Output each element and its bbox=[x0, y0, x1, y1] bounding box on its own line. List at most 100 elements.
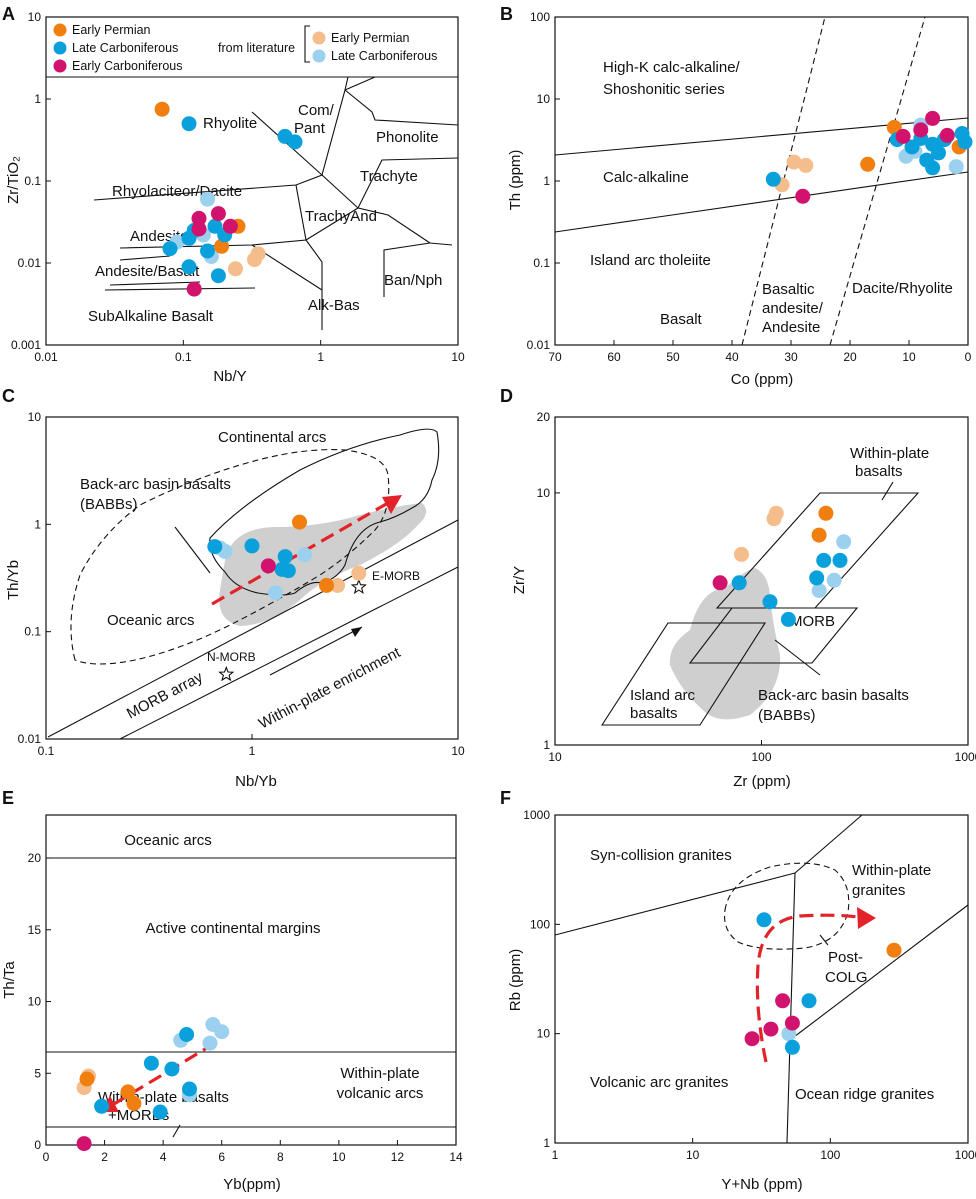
panel-d: D Within-plate basalts MORB Island arc b… bbox=[500, 386, 969, 790]
panel-c-letter: C bbox=[2, 386, 15, 406]
x-axis-label: Nb/Y bbox=[213, 368, 246, 385]
region-label: basalts bbox=[855, 463, 903, 480]
legend-lit-early-permian-marker bbox=[312, 31, 326, 45]
data-point-panel-b bbox=[860, 156, 876, 172]
panel-f-frame bbox=[554, 814, 969, 1144]
data-point-panel-b bbox=[765, 171, 781, 187]
data-point-panel-a bbox=[207, 218, 223, 234]
y-tick-label: 0.1 bbox=[24, 625, 41, 639]
data-point-panel-b bbox=[925, 160, 941, 176]
x-tick-label: 0 bbox=[43, 1150, 50, 1164]
y-tick-label: 1 bbox=[543, 1136, 550, 1150]
data-point-panel-f bbox=[801, 993, 817, 1009]
data-point-panel-b bbox=[948, 159, 964, 175]
x-tick-label: 10 bbox=[548, 750, 562, 764]
data-point-panel-e bbox=[143, 1055, 159, 1071]
region-label: (BABBs) bbox=[80, 496, 138, 513]
y-tick-label: 1000 bbox=[523, 808, 550, 822]
data-point-panel-e bbox=[214, 1024, 230, 1040]
data-point-panel-a bbox=[181, 259, 197, 275]
region-label: Dacite/Rhyolite bbox=[852, 280, 953, 297]
region-label: andesite/ bbox=[762, 300, 824, 317]
x-tick-label: 1 bbox=[552, 1148, 559, 1162]
data-point-panel-d bbox=[762, 594, 778, 610]
data-point-panel-a bbox=[186, 281, 202, 297]
y-tick-label: 10 bbox=[28, 995, 42, 1009]
data-point-panel-c bbox=[330, 577, 345, 593]
region-label: High-K calc-alkaline/ bbox=[603, 59, 741, 76]
region-label: Island arc bbox=[630, 687, 696, 704]
data-point-panel-a bbox=[162, 241, 178, 257]
y-axis-label: Zr/Y bbox=[511, 566, 528, 594]
data-points bbox=[76, 101, 973, 1152]
region-label: SubAlkaline Basalt bbox=[88, 308, 214, 325]
region-label: Post- bbox=[828, 949, 863, 966]
region-label: Back-arc basin basalts bbox=[758, 687, 909, 704]
x-tick-label: 10 bbox=[686, 1148, 700, 1162]
region-label: Active continental margins bbox=[145, 920, 320, 937]
data-point-panel-e bbox=[152, 1104, 168, 1120]
region-label: Within-plate bbox=[340, 1065, 419, 1082]
data-point-panel-c bbox=[351, 565, 367, 581]
panel-d-letter: D bbox=[500, 386, 513, 406]
x-tick-label: 0.1 bbox=[38, 744, 55, 758]
data-point-panel-b bbox=[913, 122, 929, 138]
data-point-panel-a bbox=[191, 210, 207, 226]
x-tick-label: 0 bbox=[965, 350, 972, 364]
data-point-panel-e bbox=[202, 1035, 218, 1051]
panel-e-letter: E bbox=[2, 788, 14, 808]
region-label: Back-arc basin basalts bbox=[80, 476, 231, 493]
y-tick-label: 20 bbox=[28, 851, 42, 865]
region-label: Within-plate enrichment bbox=[256, 644, 404, 733]
x-tick-label: 0.01 bbox=[34, 350, 58, 364]
region-label: granites bbox=[852, 882, 905, 899]
data-point-panel-d bbox=[818, 505, 834, 521]
region-label: (BABBs) bbox=[758, 707, 816, 724]
y-tick-label: 10 bbox=[537, 486, 551, 500]
x-tick-label: 2 bbox=[101, 1150, 108, 1164]
panel-c: C Continental arcs Back-arc basin basalt… bbox=[2, 386, 459, 790]
data-point-panel-e bbox=[120, 1084, 136, 1100]
y-axis-label: Th (ppm) bbox=[507, 150, 524, 211]
region-label: Rhyolaciteor/Dacite bbox=[112, 183, 242, 200]
panel-a-letter: A bbox=[2, 4, 15, 24]
x-tick-label: 14 bbox=[449, 1150, 463, 1164]
y-tick-label: 10 bbox=[28, 10, 42, 24]
y-tick-label: 100 bbox=[530, 917, 550, 931]
reference-star-n-morb bbox=[218, 665, 235, 682]
legend-early-permian-marker bbox=[53, 23, 67, 37]
data-point-panel-e bbox=[182, 1081, 197, 1097]
data-point-panel-f bbox=[744, 1031, 760, 1047]
data-point-panel-b bbox=[957, 134, 973, 150]
region-label: Oceanic arcs bbox=[107, 612, 195, 629]
y-tick-label: 0.01 bbox=[527, 338, 551, 352]
region-label: Com/ bbox=[298, 102, 335, 119]
region-label: Andesite bbox=[762, 319, 820, 336]
region-label: Phonolite bbox=[376, 129, 439, 146]
x-axis-label: Y+Nb (ppm) bbox=[721, 1176, 802, 1193]
region-label: Ocean ridge granites bbox=[795, 1086, 934, 1103]
evolution-arrow bbox=[755, 913, 859, 1063]
y-axis-label: Th/Ta bbox=[1, 961, 18, 999]
data-point-panel-f bbox=[886, 942, 902, 958]
data-point-panel-d bbox=[836, 534, 852, 550]
region-label: Ban/Nph bbox=[384, 272, 442, 289]
data-point-panel-b bbox=[925, 110, 941, 126]
region-label: Pant bbox=[294, 120, 326, 137]
region-label: Alk-Bas bbox=[308, 297, 360, 314]
data-point-panel-a bbox=[210, 206, 226, 222]
data-point-panel-d bbox=[712, 575, 728, 591]
region-label: basalts bbox=[630, 705, 678, 722]
region-label: Calc-alkaline bbox=[603, 169, 689, 186]
y-tick-label: 20 bbox=[537, 410, 551, 424]
x-tick-label: 12 bbox=[391, 1150, 405, 1164]
y-tick-label: 1 bbox=[34, 92, 41, 106]
y-tick-label: 0.01 bbox=[18, 256, 42, 270]
data-point-panel-f bbox=[763, 1021, 779, 1037]
data-point-panel-f bbox=[784, 1039, 800, 1055]
legend-late-carboniferous-label: Late Carboniferous bbox=[72, 41, 178, 55]
y-tick-label: 0.01 bbox=[18, 732, 42, 746]
data-point-panel-c bbox=[274, 561, 290, 577]
y-tick-label: 10 bbox=[537, 92, 551, 106]
